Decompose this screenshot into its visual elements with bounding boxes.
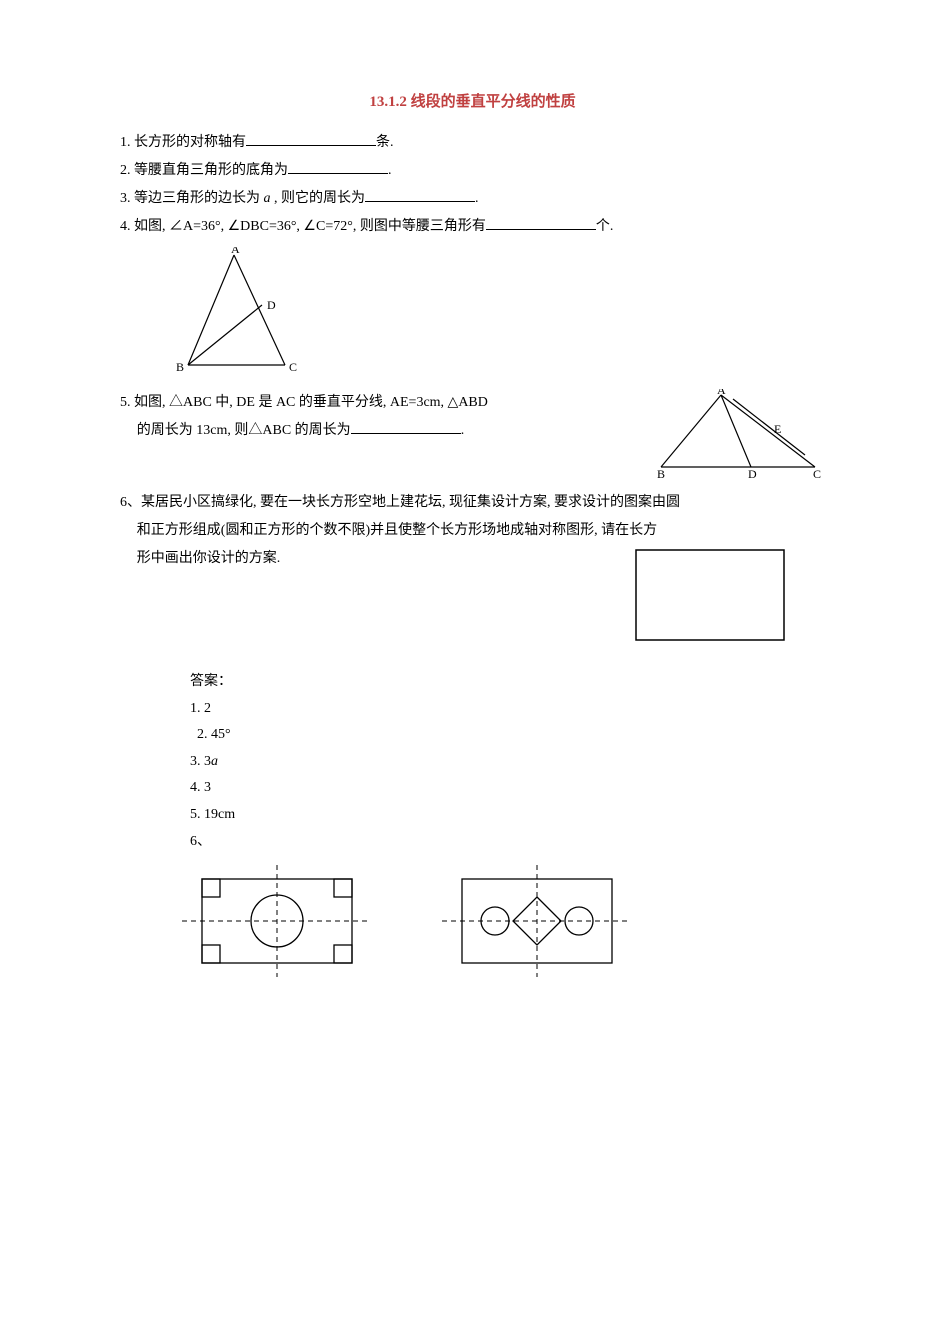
figure-q6-rect [635,549,785,641]
q2-blank [288,160,388,174]
q3-mid: , 则它的周长为 [271,191,366,206]
triangle-de-figure: A B C D E [655,389,825,479]
figure-q5: A B C D E [655,389,825,479]
answer-3-pre: 3. 3 [190,754,211,769]
page-title: 13.1.2 线段的垂直平分线的性质 [120,90,825,111]
q2-suffix: . [388,163,392,178]
answer-3-var: a [211,754,218,769]
answers-header: 答案： [190,669,825,696]
svg-text:B: B [657,467,665,479]
empty-rectangle [635,549,785,641]
q5-line2-prefix: 的周长为 13cm, 则△ABC 的周长为 [137,423,351,438]
svg-text:D: D [267,298,276,312]
question-5: 5. 如图, △ABC 中, DE 是 AC 的垂直平分线, AE=3cm, △… [120,389,655,445]
question-2: 2. 等腰直角三角形的底角为. [120,157,825,185]
svg-text:B: B [176,360,184,374]
answer-6-figures [180,861,825,981]
q3-suffix: . [475,191,479,206]
answer-1: 1. 2 [190,696,825,723]
answer-3: 3. 3a [190,749,825,776]
q3-var: a [264,191,271,206]
q4-blank [486,216,596,230]
svg-text:C: C [813,467,821,479]
answers-section: 答案： 1. 2 2. 45° 3. 3a 4. 3 5. 19cm 6、 [190,669,825,981]
answer-5: 5. 19cm [190,802,825,829]
answer-2: 2. 45° [190,722,825,749]
svg-text:E: E [774,422,781,436]
question-1: 1. 长方形的对称轴有 条. [120,129,825,157]
svg-text:C: C [289,360,297,374]
triangle-abd-figure: A B C D [170,247,310,377]
figure-q4: A B C D [170,247,825,377]
answer-6: 6、 [190,829,825,856]
question-3: 3. 等边三角形的边长为 a , 则它的周长为. [120,185,825,213]
design-scheme-2 [440,861,630,981]
worksheet-page: 13.1.2 线段的垂直平分线的性质 1. 长方形的对称轴有 条. 2. 等腰直角… [0,0,945,1041]
design-scheme-1 [180,861,370,981]
q5-line2-suffix: . [461,423,465,438]
q4-suffix: 个. [596,219,614,234]
svg-text:D: D [748,467,757,479]
answer-4: 4. 3 [190,775,825,802]
question-4: 4. 如图, ∠A=36°, ∠DBC=36°, ∠C=72°, 则图中等腰三角… [120,213,825,241]
q2-prefix: 2. 等腰直角三角形的底角为 [120,163,288,178]
q6-line2: 和正方形组成(圆和正方形的个数不限)并且使整个长方形场地成轴对称图形, 请在长方 [137,523,657,538]
q4-prefix: 4. 如图, ∠A=36°, ∠DBC=36°, ∠C=72°, 则图中等腰三角… [120,219,486,234]
q6-line3: 形中画出你设计的方案. [137,551,281,566]
svg-text:A: A [717,389,726,397]
q1-blank [246,132,376,146]
q5-blank [351,420,461,434]
svg-text:A: A [231,247,240,256]
q3-prefix: 3. 等边三角形的边长为 [120,191,264,206]
q3-blank [365,188,475,202]
question-5-block: 5. 如图, △ABC 中, DE 是 AC 的垂直平分线, AE=3cm, △… [120,389,825,479]
q1-prefix: 1. 长方形的对称轴有 [120,135,246,150]
question-6: 6、某居民小区搞绿化, 要在一块长方形空地上建花坛, 现征集设计方案, 要求设计… [120,489,825,641]
q5-line1: 5. 如图, △ABC 中, DE 是 AC 的垂直平分线, AE=3cm, △… [120,395,488,410]
q1-suffix: 条. [376,135,394,150]
q6-line1: 6、某居民小区搞绿化, 要在一块长方形空地上建花坛, 现征集设计方案, 要求设计… [120,495,680,510]
